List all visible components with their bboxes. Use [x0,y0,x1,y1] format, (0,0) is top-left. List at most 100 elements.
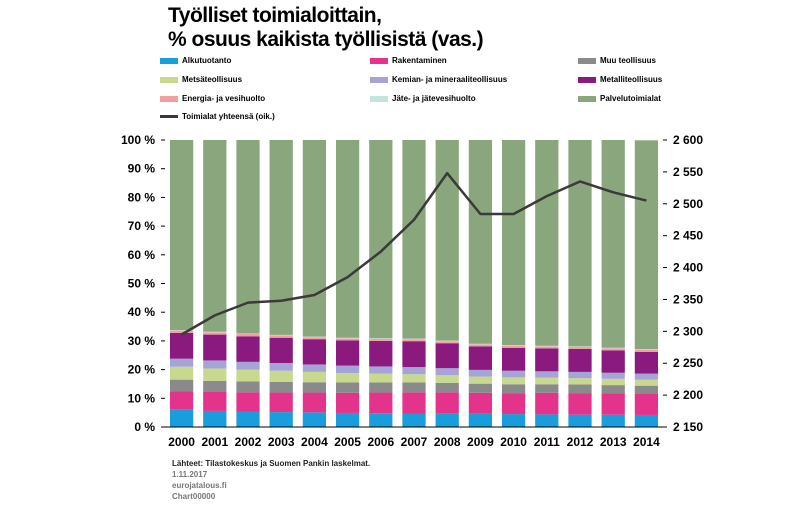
chart-footer: Lähteet: Tilastokeskus ja Suomen Pankin … [172,458,370,502]
x-tick-label-2000: 2000 [168,435,195,449]
bar-metsateollisuus-2004 [302,371,327,383]
legend-swatch-rakentaminen [370,57,388,64]
right-tick-label-9: 2 600 [673,133,703,147]
bar-palvelu-2014 [634,140,659,350]
x-tick-label-2006: 2006 [367,435,394,449]
bar-alkutuotanto-2005 [335,412,360,427]
bar-muu_teollisuus-2007 [402,382,426,393]
bar-jate-2005 [335,337,360,339]
legend-label-total: Toimialat yhteensä (oik.) [182,112,275,121]
bar-metsateollisuus-2011 [535,377,559,385]
bar-metsateollisuus-2002 [236,369,260,382]
bar-palvelu-2004 [302,140,327,337]
bar-muu_teollisuus-2008 [435,382,459,393]
chart-title-line-2: % osuus kaikista työllisistä (vas.) [168,28,484,51]
legend-item-energia: Energia- ja vesihuolto [160,94,265,103]
right-tick-label-7: 2 500 [673,197,703,211]
bar-kemian-2009 [468,369,493,377]
bar-palvelu-2005 [335,140,360,338]
bar-alkutuotanto-2001 [203,410,227,427]
legend-swatch-metalli [578,76,596,83]
left-tick-label-3: 30 % [128,334,156,348]
bar-metalli-2011 [535,348,559,372]
legend-swatch-alkutuotanto [160,57,178,64]
right-tick-label-5: 2 400 [673,261,703,275]
bar-palvelu-2011 [535,140,559,346]
bar-muu_teollisuus-2011 [535,384,559,393]
bar-metalli-2014 [634,351,659,374]
footer-id-2: Chart00000 [172,492,216,501]
bar-energia-2013 [601,348,625,351]
bar-energia-2009 [468,344,493,347]
bar-kemian-2010 [501,370,526,378]
bar-energia-2007 [402,339,426,342]
bar-alkutuotanto-2007 [402,413,426,427]
bar-muu_teollisuus-2002 [236,381,260,393]
left-tick-label-6: 60 % [128,248,156,262]
x-tick-label-2001: 2001 [201,435,228,449]
bar-metalli-2003 [269,337,293,363]
bar-jate-2006 [369,338,393,339]
bar-palvelu-2006 [369,140,393,339]
bar-palvelu-2007 [402,140,426,339]
bar-metalli-2005 [335,340,360,366]
bar-rakentaminen-2009 [468,392,493,414]
legend-swatch-kemian [370,76,388,83]
bar-energia-2010 [501,345,526,348]
bar-kemian-2001 [203,360,227,369]
bar-kemian-2007 [402,367,426,375]
bar-metsateollisuus-2001 [203,368,227,381]
x-tick-label-2004: 2004 [301,435,328,449]
x-tick-label-2003: 2003 [268,435,295,449]
bar-kemian-2013 [601,372,625,379]
bar-alkutuotanto-2013 [601,414,625,427]
bar-kemian-2000 [169,358,194,367]
bar-rakentaminen-2013 [601,393,625,415]
left-tick-label-2: 20 % [128,363,156,377]
legend-item-muu-teollisuus: Muu teollisuus [578,56,656,65]
bar-jate-2010 [501,345,526,346]
bar-energia-2008 [435,341,459,344]
bar-palvelu-2000 [169,140,194,330]
bar-kemian-2003 [269,363,293,371]
bar-kemian-2002 [236,361,260,370]
bar-muu_teollisuus-2013 [601,385,625,394]
bar-muu_teollisuus-2010 [501,384,526,394]
bar-alkutuotanto-2009 [468,413,493,427]
bar-alkutuotanto-2011 [535,414,559,427]
legend-item-rakentaminen: Rakentaminen [370,56,447,65]
bar-jate-2014 [634,349,659,350]
right-tick-label-4: 2 350 [673,292,703,306]
bar-metalli-2010 [501,347,526,371]
bar-palvelu-2008 [435,140,459,341]
left-tick-label-10: 100 % [121,133,155,147]
x-tick-label-2013: 2013 [600,435,627,449]
legend-swatch-muu-teollisuus [578,57,596,64]
bar-alkutuotanto-2010 [501,414,526,427]
bar-alkutuotanto-2014 [634,414,659,427]
bar-rakentaminen-2003 [269,392,293,413]
bar-metsateollisuus-2003 [269,370,293,382]
bar-jate-2000 [169,329,194,331]
footer-id-1: eurojatalous.fi [172,481,227,490]
legend-label-muu-teollisuus: Muu teollisuus [600,56,656,65]
bar-rakentaminen-2002 [236,392,260,412]
bar-rakentaminen-2012 [568,393,592,415]
bar-palvelu-2001 [203,140,227,332]
bar-metsateollisuus-2013 [601,378,625,386]
bar-alkutuotanto-2000 [169,409,194,427]
bar-kemian-2012 [568,371,592,379]
legend-item-jate: Jäte- ja jätevesihuolto [370,94,476,103]
bar-kemian-2014 [634,373,659,380]
bar-metsateollisuus-2010 [501,377,526,385]
bar-palvelu-2012 [568,140,592,347]
bar-alkutuotanto-2002 [236,411,260,427]
footer-date: 1.11.2017 [172,470,208,479]
left-tick-label-7: 70 % [128,219,156,233]
bar-energia-2006 [369,338,393,341]
bar-metalli-2004 [302,339,327,365]
bar-jate-2004 [302,336,327,338]
bar-muu_teollisuus-2004 [302,382,327,393]
bar-metsateollisuus-2007 [402,374,426,383]
bar-kemian-2005 [335,365,360,374]
